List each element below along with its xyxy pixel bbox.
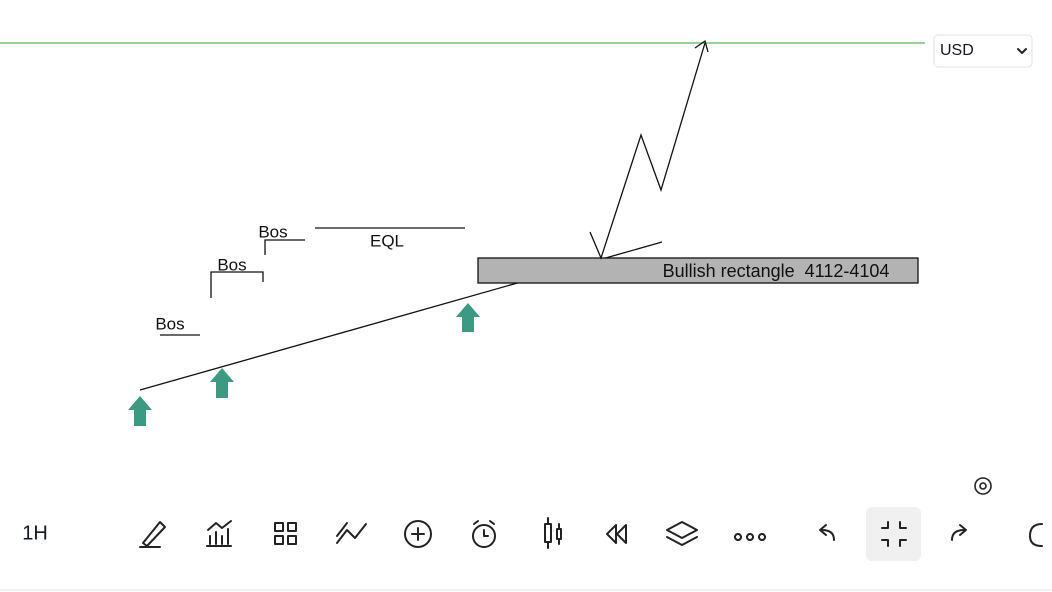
add-icon-cross — [411, 527, 425, 541]
bos-line — [210, 271, 264, 298]
patterns-icon[interactable] — [336, 522, 367, 544]
settings-icon-center — [979, 482, 987, 490]
add-icon[interactable] — [404, 520, 432, 548]
replay-icon[interactable] — [606, 524, 627, 544]
projection-path — [589, 42, 706, 260]
undo-icon[interactable] — [819, 524, 835, 541]
toolbar: 1H — [22, 507, 1043, 561]
redo-icon[interactable] — [951, 524, 967, 541]
dropdown-icon — [1017, 48, 1027, 54]
currency-select[interactable] — [933, 34, 1033, 68]
draw-icon[interactable] — [139, 521, 166, 548]
collapse-icon — [881, 521, 907, 547]
layers-icon[interactable] — [666, 521, 698, 546]
arrows — [128, 303, 480, 426]
more-icon[interactable] — [734, 533, 766, 541]
more-tools-icon[interactable] — [1029, 523, 1043, 547]
bos-line — [264, 239, 305, 255]
annotation: Bos — [155, 314, 184, 333]
alert-icon[interactable] — [472, 524, 496, 548]
annotation: EQL — [370, 231, 404, 250]
currency: USD — [940, 42, 974, 59]
timeframe[interactable]: 1H — [22, 522, 48, 544]
up-arrow — [456, 303, 480, 332]
drawings — [139, 39, 919, 391]
projection-arrowhead — [694, 39, 709, 53]
candles-icon[interactable] — [544, 517, 562, 549]
up-arrow — [128, 396, 152, 426]
bullish-rectangle — [477, 257, 919, 284]
annotation: Bullish rectangle 4112-4104 — [663, 261, 890, 281]
layout-icon[interactable] — [274, 522, 297, 545]
annotation: Bos — [258, 222, 287, 241]
annotation: Bos — [217, 255, 246, 274]
alert-icon-hands — [473, 520, 495, 537]
indicators-icon[interactable] — [206, 520, 232, 547]
up-arrow — [210, 368, 234, 398]
settings-icon[interactable] — [974, 477, 992, 495]
fullscreen-button[interactable] — [866, 507, 921, 561]
